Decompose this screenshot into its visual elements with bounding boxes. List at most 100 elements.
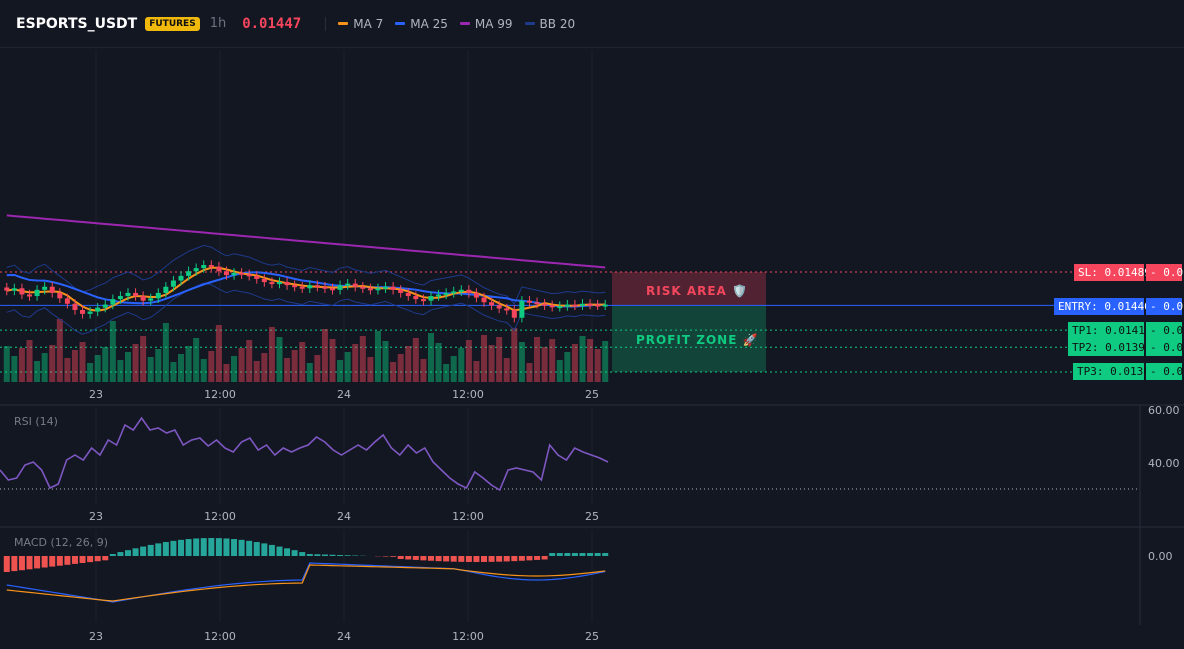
- candle-body: [284, 282, 290, 286]
- macd-histogram-bar: [185, 539, 192, 556]
- bb20-swatch: [524, 22, 535, 25]
- volume-bar: [594, 349, 601, 382]
- volume-bar: [178, 354, 185, 382]
- risk-area-label: RISK AREA 🛡️: [646, 284, 748, 298]
- x-axis-tick: 12:00: [204, 510, 236, 523]
- volume-bar: [420, 359, 427, 382]
- macd-histogram-bar: [276, 546, 283, 556]
- volume-bar: [49, 345, 56, 382]
- macd-histogram-bar: [587, 553, 594, 556]
- candle-body: [405, 292, 411, 297]
- candle-body: [170, 280, 176, 287]
- candle-body: [87, 311, 93, 314]
- macd-histogram-bar: [518, 556, 525, 561]
- candle-body: [428, 296, 434, 301]
- rsi-title: RSI (14): [14, 415, 58, 428]
- macd-histogram-bar: [246, 540, 253, 556]
- candle-body: [367, 288, 373, 291]
- candle-body: [19, 288, 25, 295]
- candle-body: [223, 271, 229, 276]
- volume-bar: [412, 338, 419, 382]
- candle-body: [579, 303, 585, 306]
- volume-bar: [162, 323, 169, 382]
- volume-bar: [223, 364, 230, 382]
- candle-body: [436, 294, 442, 297]
- x-axis-tick: 23: [89, 630, 103, 643]
- candle-body: [11, 288, 17, 291]
- macd-histogram-bar: [435, 556, 442, 562]
- candle-body: [186, 271, 192, 276]
- macd-histogram-bar: [299, 552, 306, 556]
- macd-histogram-bar: [268, 544, 275, 556]
- macd-histogram-bar: [117, 552, 124, 556]
- symbol-name[interactable]: ESPORTS_USDT: [16, 15, 138, 32]
- volume-bar: [488, 345, 495, 382]
- legend-ma7[interactable]: MA 7: [338, 17, 383, 31]
- bb-lower-line: [6, 282, 606, 335]
- macd-histogram-bar: [170, 540, 177, 556]
- chart-header: ESPORTS_USDT FUTURES 1h 0.01447 MA 7 MA …: [0, 0, 1184, 48]
- legend-ma25[interactable]: MA 25: [395, 17, 448, 31]
- x-axis-tick: 25: [585, 510, 599, 523]
- volume-bar: [314, 355, 321, 382]
- volume-bar: [87, 363, 94, 382]
- profit-zone: [612, 305, 766, 372]
- header-divider: [325, 16, 327, 31]
- volume-bar: [541, 347, 548, 382]
- macd-histogram-bar: [124, 550, 131, 556]
- macd-histogram-bar: [571, 553, 578, 556]
- volume-bar: [321, 329, 328, 382]
- volume-bar: [140, 336, 147, 382]
- candle-body: [193, 268, 199, 272]
- candle-body: [239, 272, 245, 275]
- volume-bar: [481, 335, 488, 382]
- candle-body: [511, 309, 517, 318]
- candle-body: [466, 289, 472, 293]
- candle-body: [352, 283, 358, 287]
- volume-bar: [352, 344, 359, 382]
- entry-tag: - 0.01: [1146, 298, 1184, 315]
- legend-ma99[interactable]: MA 99: [459, 17, 513, 31]
- tp2-tag: - 0.01: [1146, 339, 1184, 356]
- ma7-line: [6, 266, 606, 312]
- x-axis-tick: 24: [337, 510, 351, 523]
- volume-bar: [390, 362, 397, 382]
- macd-histogram-bar: [443, 556, 450, 562]
- candle-body: [420, 299, 426, 302]
- entry-label: ENTRY: 0.01446: [1054, 298, 1151, 315]
- candle-body: [102, 304, 108, 308]
- volume-bar: [18, 348, 25, 382]
- candle-body: [201, 265, 207, 269]
- legend-ma25-label: MA 25: [410, 16, 448, 31]
- sl-tag: - 0.01: [1146, 264, 1184, 281]
- macd-histogram-bar: [102, 556, 109, 561]
- candle-body: [504, 308, 510, 311]
- sl-label: SL: 0.01489: [1074, 264, 1151, 281]
- macd-histogram-bar: [534, 556, 541, 560]
- volume-bar: [170, 362, 177, 382]
- candle-body: [549, 305, 555, 308]
- candle-body: [390, 286, 396, 290]
- macd-histogram-bar: [503, 556, 510, 562]
- macd-histogram-bar: [473, 556, 480, 562]
- macd-histogram-bar: [337, 555, 344, 556]
- candle-body: [57, 292, 63, 299]
- legend-bb20[interactable]: BB 20: [524, 17, 575, 31]
- profit-zone-label: PROFIT ZONE 🚀: [636, 333, 759, 347]
- candle-body: [360, 286, 366, 289]
- volume-bar: [246, 340, 253, 382]
- macd-histogram-bar: [208, 538, 215, 556]
- macd-histogram-bar: [11, 556, 18, 572]
- macd-histogram-bar: [3, 556, 10, 572]
- macd-histogram-bar: [427, 556, 434, 561]
- candle-body: [216, 266, 222, 272]
- timeframe[interactable]: 1h: [209, 16, 227, 31]
- rsi-axis-tick: 40.00: [1148, 457, 1180, 470]
- macd-histogram-bar: [71, 556, 78, 564]
- candle-body: [602, 304, 608, 307]
- volume-bar: [579, 336, 586, 382]
- candle-body: [110, 299, 116, 305]
- volume-bar: [458, 348, 465, 382]
- macd-histogram-bar: [140, 546, 147, 556]
